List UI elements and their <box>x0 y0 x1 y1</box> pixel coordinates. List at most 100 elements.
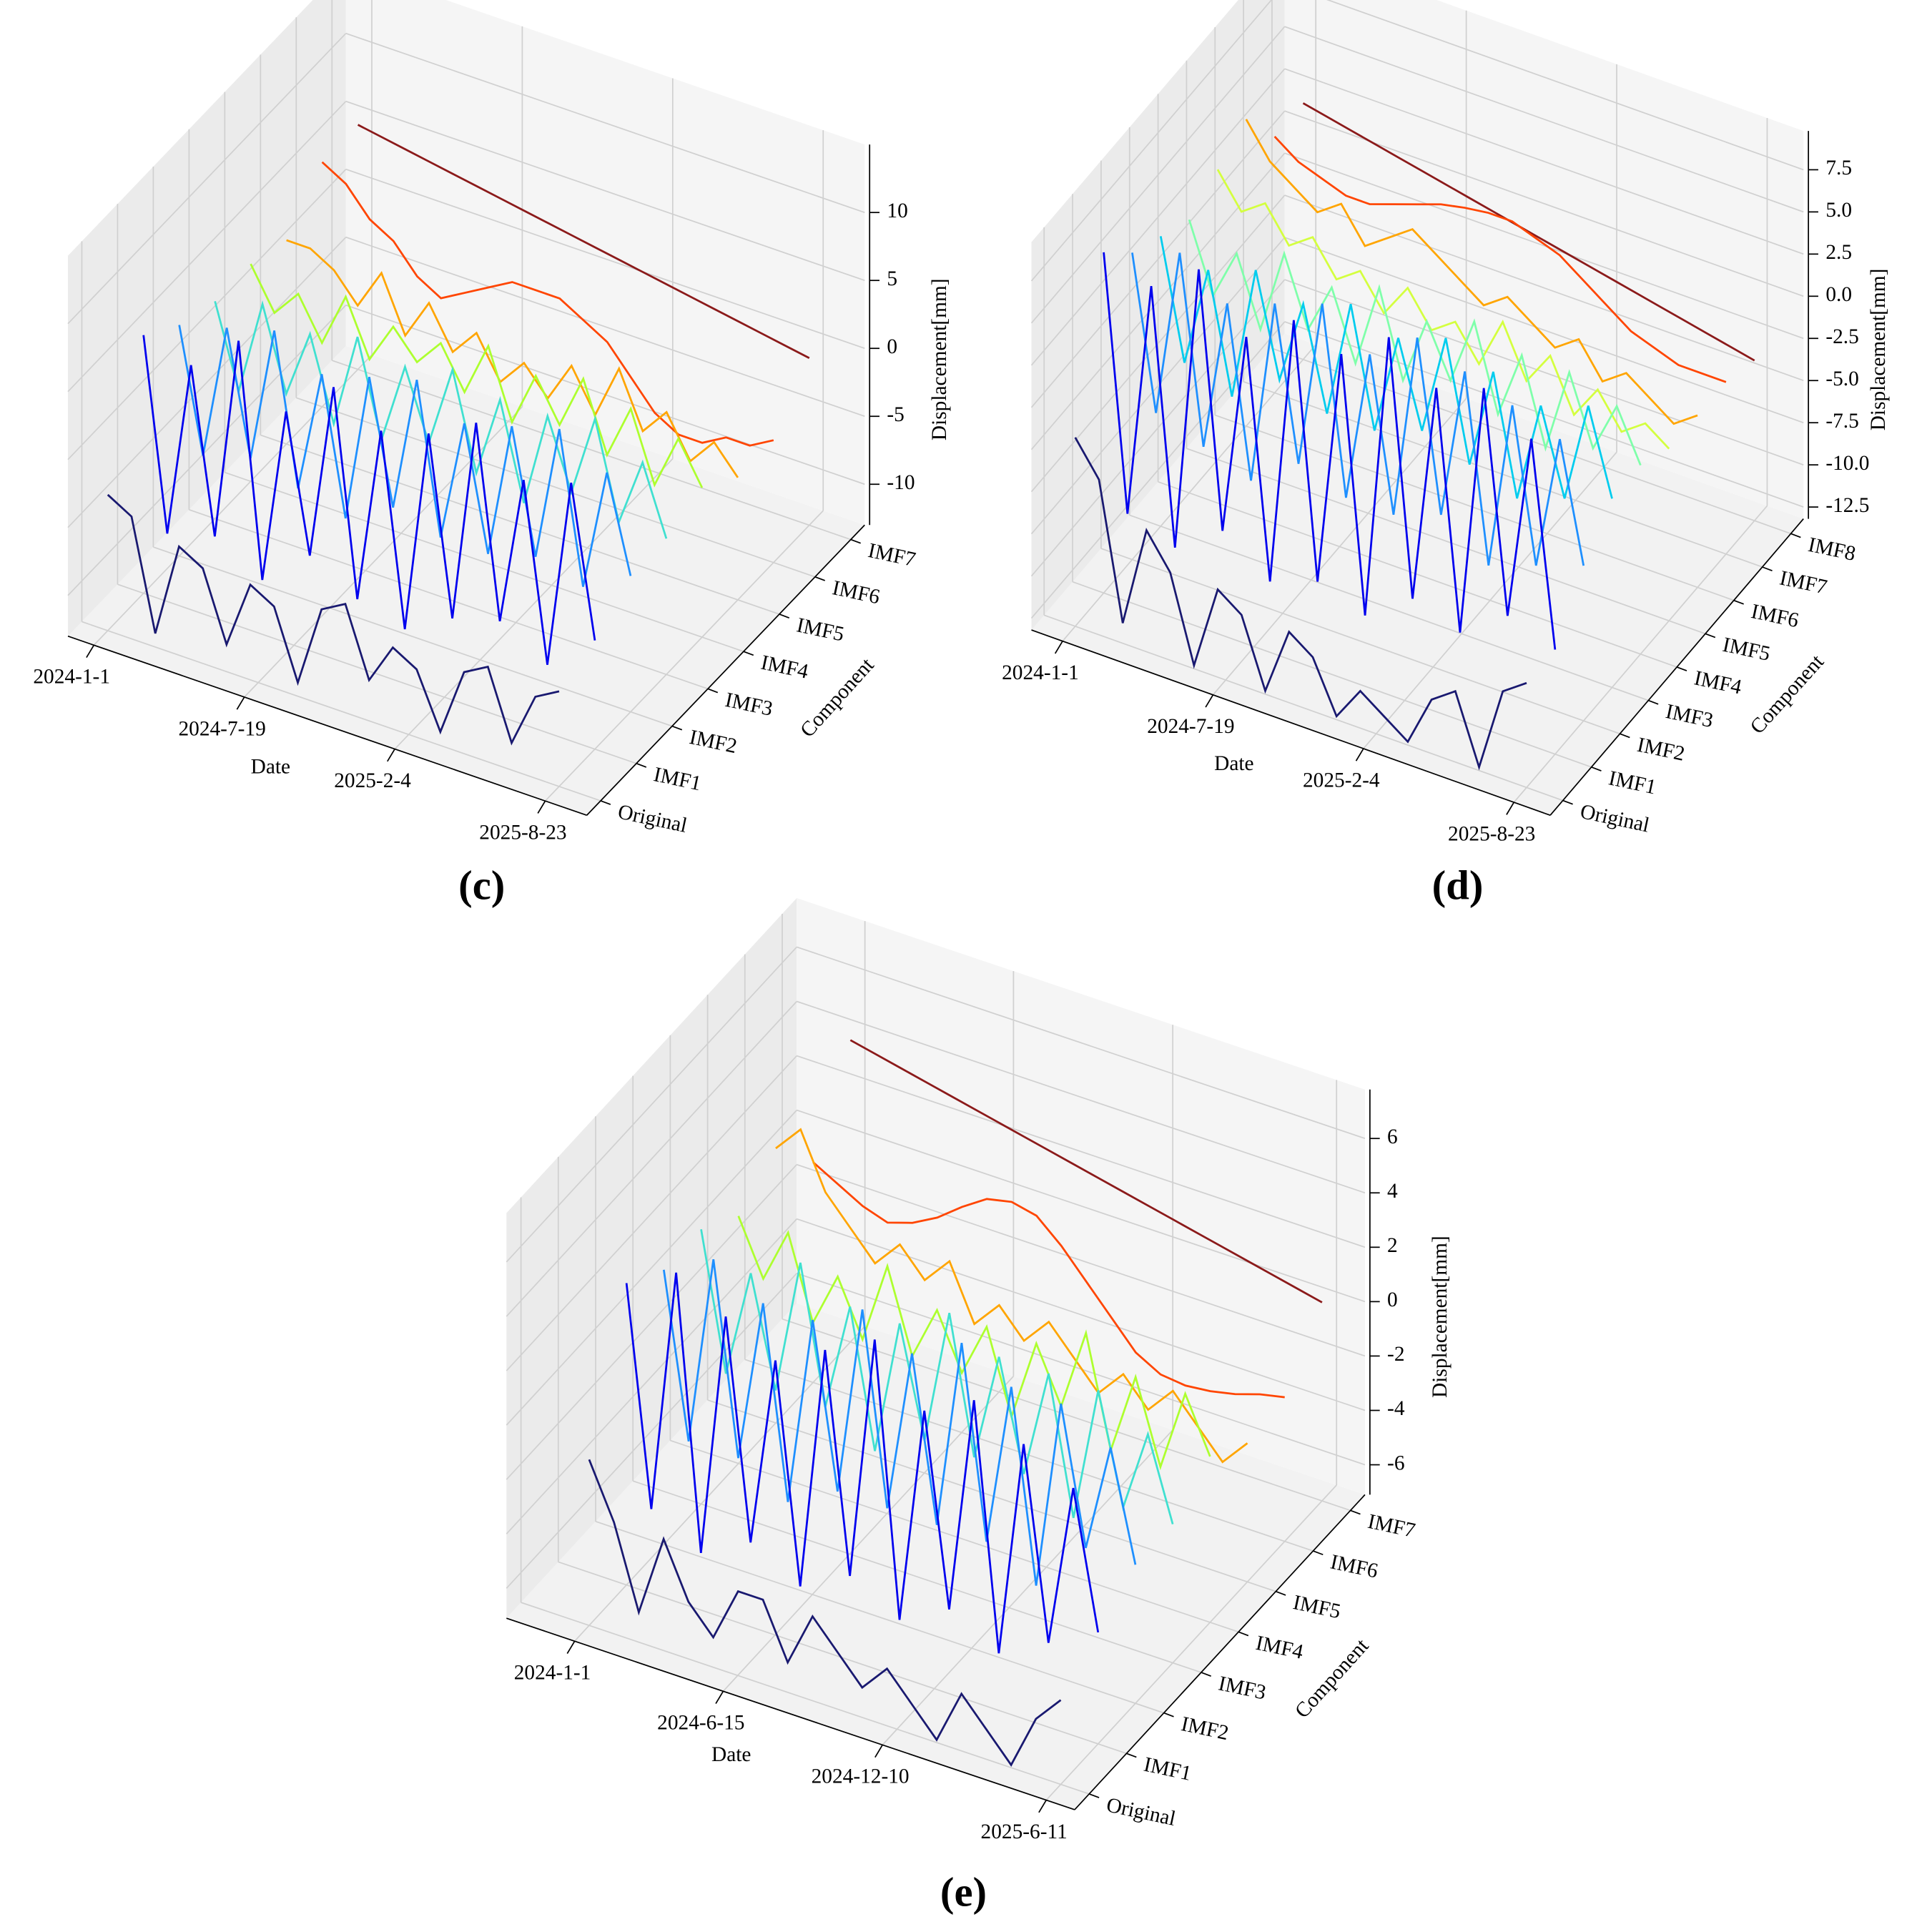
y-tick-label: Original <box>1105 1793 1178 1830</box>
grid-line <box>260 434 780 615</box>
grid-line <box>1030 110 1286 408</box>
z-tick-label: 5 <box>887 267 897 290</box>
grid-line <box>394 458 674 750</box>
tick-mark <box>1733 599 1744 605</box>
tick-mark <box>1355 748 1364 762</box>
z-tick-label: 6 <box>1387 1125 1398 1148</box>
y-tick-label: IMF1 <box>1142 1753 1193 1785</box>
y-tick-label: IMF4 <box>1692 666 1743 699</box>
series-line <box>214 300 668 539</box>
series-line <box>1103 252 1557 650</box>
series-line <box>662 1259 1137 1586</box>
tick-mark <box>814 576 826 581</box>
series-line <box>775 1128 1248 1464</box>
series-line <box>357 124 810 360</box>
grid-line <box>506 1055 797 1371</box>
series-line <box>1074 437 1527 771</box>
grid-line <box>67 169 347 460</box>
tick-mark <box>1790 533 1801 538</box>
panel: 2024-1-1 2024-6-15 2024-12-10 2025-6-11 Orig… <box>506 897 1452 1915</box>
tick-mark <box>850 538 861 544</box>
tick-mark <box>236 696 245 710</box>
grid-line <box>521 1602 1090 1795</box>
grid-line <box>1284 26 1804 213</box>
z-axis-label: Displacement[mm] <box>1867 269 1890 431</box>
back-pane <box>1284 0 1804 519</box>
y-tick-label: IMF5 <box>1291 1591 1343 1623</box>
panel-label: (e) <box>940 1868 987 1915</box>
back-pane <box>345 0 865 526</box>
tick-mark <box>1762 566 1773 571</box>
tick-mark <box>1648 699 1659 705</box>
z-tick-label: -5 <box>887 403 904 426</box>
grid-line <box>797 1109 1366 1303</box>
y-tick-label: IMF1 <box>1607 767 1658 799</box>
grid-line <box>1030 26 1286 324</box>
series-line <box>1131 252 1585 566</box>
z-tick-label: 7.5 <box>1825 157 1852 179</box>
grid-line <box>67 101 347 393</box>
tick-mark <box>1591 767 1602 772</box>
series-line <box>250 263 704 488</box>
y-tick-label: IMF4 <box>759 651 810 684</box>
x-axis <box>1031 629 1551 817</box>
grid-line <box>506 1273 797 1589</box>
grid-line <box>93 354 373 646</box>
grid-line <box>345 32 865 214</box>
grid-line <box>189 509 709 690</box>
tick-mark <box>1350 1509 1361 1515</box>
grid-line <box>1284 321 1804 508</box>
grid-line <box>1326 0 1804 171</box>
y-tick-label: IMF1 <box>651 763 703 795</box>
z-tick-label: 10 <box>887 199 907 222</box>
series-line <box>812 1161 1285 1399</box>
y-tick-label: IMF4 <box>1253 1632 1305 1664</box>
x-tick-label: 2024-7-19 <box>1147 715 1234 738</box>
y-axis <box>1074 1494 1366 1810</box>
z-tick-label: -7.5 <box>1825 410 1858 433</box>
y-tick-label: Original <box>1578 800 1651 837</box>
grid-line <box>345 100 865 282</box>
series-line <box>286 239 739 478</box>
grid-line <box>882 1429 1173 1745</box>
tick-mark <box>1676 666 1687 671</box>
z-tick-label: 0.0 <box>1825 283 1852 306</box>
grid-line <box>782 1318 1351 1512</box>
grid-line <box>797 1163 1366 1357</box>
y-tick-label: IMF5 <box>1720 634 1772 666</box>
grid-line <box>1284 237 1804 424</box>
series-line <box>1245 119 1698 425</box>
x-tick-label: 2025-2-4 <box>334 769 411 792</box>
x-tick-label: 2024-1-1 <box>33 666 110 689</box>
x-tick-label: 2024-7-19 <box>178 717 265 740</box>
z-tick-label: -2 <box>1387 1343 1404 1366</box>
tick-mark <box>1126 1753 1137 1758</box>
grid-line <box>1030 279 1286 577</box>
grid-line <box>1030 194 1286 493</box>
grid-line <box>1158 480 1677 668</box>
x-tick-label: 2025-6-11 <box>981 1820 1068 1843</box>
grid-line <box>1072 581 1592 768</box>
z-tick-label: -12.5 <box>1825 494 1869 517</box>
grid-line <box>296 397 816 578</box>
tick-mark <box>636 762 647 768</box>
grid-line <box>345 168 865 350</box>
tick-mark <box>1205 694 1214 708</box>
grid-line <box>797 1055 1366 1248</box>
tick-mark <box>387 749 395 762</box>
z-tick-label: 2 <box>1387 1234 1398 1257</box>
grid-line <box>506 1110 797 1426</box>
left-pane <box>68 0 346 636</box>
tick-mark <box>86 644 95 658</box>
z-axis-label: Displacement[mm] <box>1429 1236 1452 1398</box>
z-tick-label: -5.0 <box>1825 368 1858 390</box>
x-tick-label: 2024-12-10 <box>812 1765 910 1788</box>
z-tick-label: -6 <box>1387 1452 1404 1474</box>
x-tick-label: 2024-6-15 <box>657 1712 744 1735</box>
grid-line <box>1100 548 1620 735</box>
y-tick-label: IMF3 <box>1216 1672 1268 1704</box>
grid-line <box>670 1439 1239 1633</box>
y-tick-label: IMF2 <box>687 726 739 758</box>
grid-line <box>1129 514 1649 701</box>
z-tick-label: 0 <box>1387 1288 1398 1311</box>
